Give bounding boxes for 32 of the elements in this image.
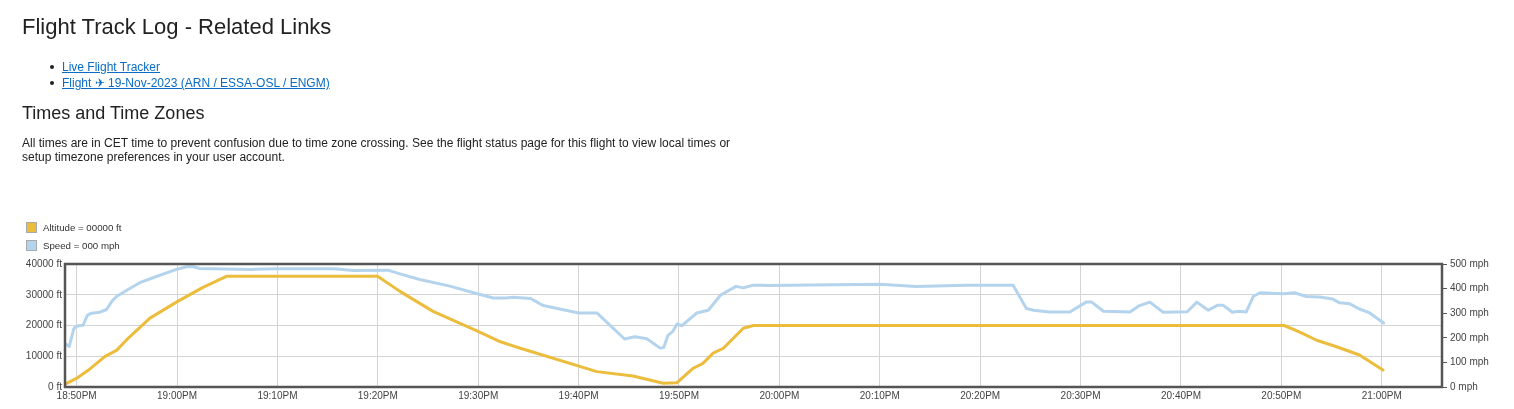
y2-tick-label: 100 mph bbox=[1450, 356, 1489, 368]
y-tick-label: 0 ft bbox=[48, 380, 63, 392]
y2-tick-label: 0 mph bbox=[1450, 380, 1478, 392]
x-tick-label: 20:20PM bbox=[960, 389, 1001, 401]
legend-label: Altitude = 00000 ft bbox=[43, 221, 122, 233]
x-tick-label: 19:30PM bbox=[458, 389, 499, 401]
x-tick-label: 19:00PM bbox=[157, 389, 198, 401]
x-tick-label: 20:50PM bbox=[1261, 389, 1302, 401]
x-tick-label: 20:10PM bbox=[859, 389, 900, 401]
y-tick-label: 40000 ft bbox=[25, 257, 63, 269]
x-tick-label: 18:50PM bbox=[56, 389, 97, 401]
text: All times are in CET time to prevent confusion due to time zone crossing. See the flight status page for this flight to view local times or setup timezone preferences in your user account. bbox=[22, 136, 732, 164]
x-tick-label: 19:20PM bbox=[357, 389, 398, 401]
y2-tick-label: 200 mph bbox=[1450, 331, 1489, 343]
x-tick-label: 21:00PM bbox=[1361, 389, 1402, 401]
x-tick-label: 19:50PM bbox=[658, 389, 699, 401]
x-tick-label: 19:10PM bbox=[257, 389, 298, 401]
y2-tick-label: 300 mph bbox=[1450, 306, 1489, 318]
y-tick-label: 10000 ft bbox=[25, 350, 63, 361]
text: Flight ✈ 19-Nov-2023 (ARN / ESSA-OSL / ENGM) bbox=[62, 75, 330, 91]
x-tick-label: 20:40PM bbox=[1160, 389, 1202, 401]
chart-title: Flight Track Log - Related Links bbox=[22, 13, 332, 41]
chart-subtitle: Times and Time Zones bbox=[22, 102, 205, 125]
y-tick-label: 30000 ft bbox=[25, 288, 63, 300]
y2-tick-label: 400 mph bbox=[1450, 282, 1489, 294]
text: Live Flight Tracker bbox=[62, 59, 161, 75]
y-tick-label: 20000 ft bbox=[25, 319, 63, 331]
x-tick-label: 20:30PM bbox=[1060, 389, 1101, 401]
legend-label: Speed = 000 mph bbox=[43, 239, 120, 251]
x-tick-label: 20:00PM bbox=[759, 389, 800, 401]
x-tick-label: 19:40PM bbox=[558, 389, 599, 401]
y2-tick-label: 500 mph bbox=[1450, 257, 1489, 269]
